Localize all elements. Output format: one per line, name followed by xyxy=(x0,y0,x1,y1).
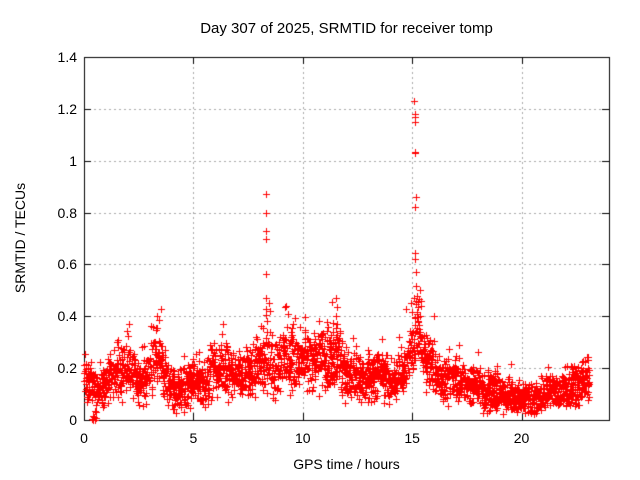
x-tick-label: 20 xyxy=(513,430,530,446)
y-tick-label: 1 xyxy=(69,152,77,169)
chart-title: Day 307 of 2025, SRMTID for receiver tom… xyxy=(200,20,493,37)
x-tick-label: 10 xyxy=(294,430,311,446)
x-tick-label: 5 xyxy=(189,430,198,446)
x-axis-label: GPS time / hours xyxy=(293,456,400,472)
y-tick-label: 1.2 xyxy=(57,100,77,117)
x-tick-label: 0 xyxy=(80,430,88,446)
y-axis-label: SRMTID / TECUs xyxy=(12,182,28,294)
y-tick-label: 0.8 xyxy=(57,204,77,221)
x-tick-label: 15 xyxy=(404,430,420,446)
y-tick-label: 0.4 xyxy=(57,308,77,325)
y-tick-label: 0.6 xyxy=(57,256,77,273)
y-tick-label: 1.4 xyxy=(57,49,77,65)
y-tick-label: 0 xyxy=(69,412,77,428)
y-tick-label: 0.2 xyxy=(57,360,77,377)
